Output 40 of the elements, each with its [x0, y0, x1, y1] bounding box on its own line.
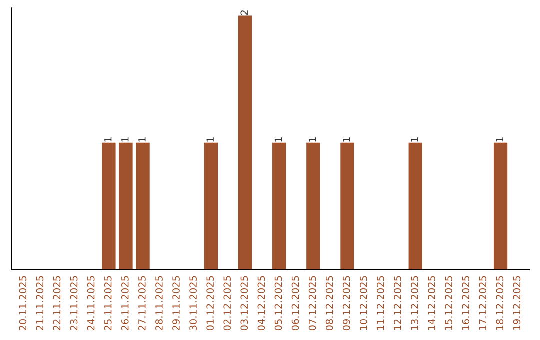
x-tick-label: 05.12.2025 [274, 276, 282, 331]
data-label: 1 [274, 138, 282, 142]
x-tick-label: 13.12.2025 [411, 276, 418, 330]
x-tick-label: 08.12.2025 [326, 276, 334, 331]
x-tick-label: 06.12.2025 [292, 276, 300, 331]
data-label: 2 [240, 10, 248, 16]
x-tick-label: 25.11.2025 [104, 276, 112, 330]
x-tick-label: 18.12.2025 [496, 276, 504, 330]
x-tick-label: 07.12.2025 [308, 276, 316, 331]
x-tick-label: 29.11.2025 [172, 276, 180, 330]
x-tick-label: 03.12.2025 [240, 276, 248, 331]
x-tick-label: 20.11.2025 [19, 276, 27, 330]
data-label: 1 [138, 138, 146, 142]
x-tick-label: 16.12.2025 [462, 276, 470, 330]
x-tick-label: 17.12.2025 [479, 276, 487, 330]
x-tick-label: 30.11.2025 [190, 276, 197, 330]
x-tick-label: 24.11.2025 [87, 276, 95, 330]
data-label: 1 [122, 138, 129, 142]
x-tick-label: 01.12.2025 [206, 276, 214, 331]
data-label: 1 [104, 138, 112, 142]
data-label: 1 [206, 138, 214, 142]
x-tick-label: 27.11.2025 [138, 276, 146, 330]
x-tick-label: 02.12.2025 [224, 276, 232, 331]
data-label: 1 [308, 138, 316, 142]
x-tick-label: 21.11.2025 [36, 276, 44, 330]
x-tick-label: 04.12.2025 [258, 276, 266, 331]
data-label: 1 [343, 138, 350, 142]
x-tick-label: 12.12.2025 [394, 276, 402, 330]
x-tick-label: 22.11.2025 [53, 276, 61, 330]
x-tick-label: 11.12.2025 [377, 276, 384, 330]
data-label: 1 [496, 138, 504, 142]
x-tick-label: 14.12.2025 [428, 276, 436, 330]
x-tick-label: 10.12.2025 [360, 276, 368, 330]
x-tick-label: 09.12.2025 [342, 276, 350, 331]
x-tick-label: 28.11.2025 [156, 276, 163, 330]
x-tick-label: 23.11.2025 [70, 276, 78, 330]
x-tick-label: 26.11.2025 [121, 276, 129, 330]
x-tick-label: 19.12.2025 [513, 276, 521, 330]
x-tick-label: 15.12.2025 [445, 276, 452, 330]
data-label: 1 [411, 138, 418, 142]
